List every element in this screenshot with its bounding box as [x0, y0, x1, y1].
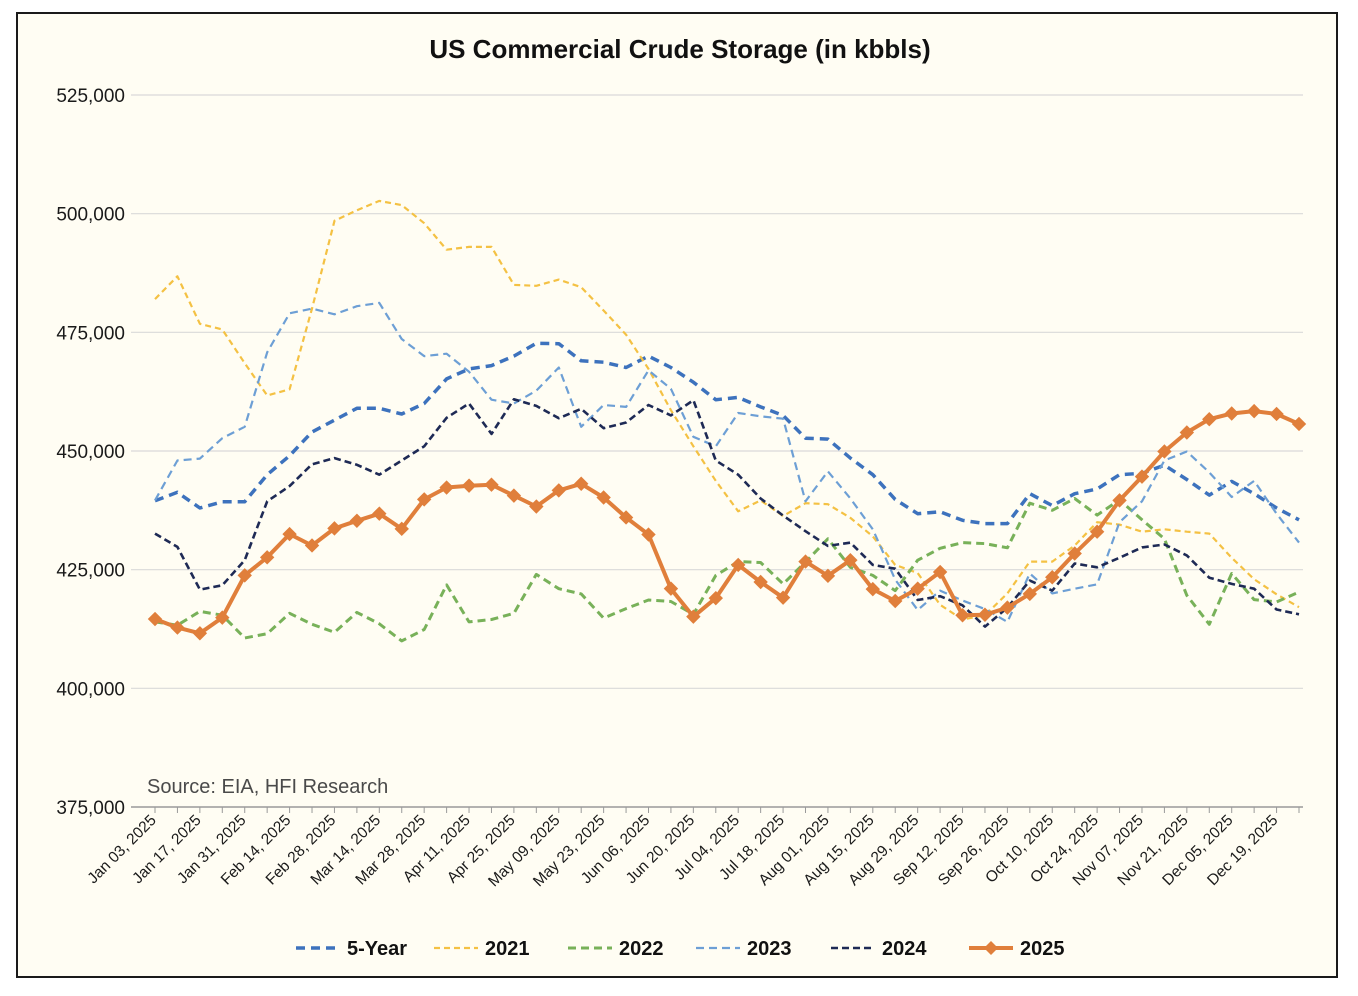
data-point-2025: [192, 626, 208, 641]
data-point-2025: [955, 608, 970, 623]
data-point-2025: [731, 557, 746, 573]
series-line-5-year: [154, 341, 1300, 526]
legend-label-5-year: 5-Year: [347, 938, 407, 960]
data-point-2025: [1179, 425, 1195, 440]
series-line-2025: [154, 409, 1300, 636]
series-line-2022: [154, 497, 1300, 643]
data-point-2025: [618, 510, 634, 525]
data-point-2025: [910, 581, 925, 596]
data-point-2025: [843, 552, 858, 568]
data-point-2025: [170, 620, 185, 635]
y-tick-label: 400,000: [56, 679, 125, 700]
data-point-2025: [506, 488, 522, 503]
chart-svg: 375,000 400,000 425,000 450,000 475,000 500,0…: [56, 34, 1307, 960]
data-point-2025: [888, 593, 903, 609]
legend-label-2024: 2024: [882, 938, 927, 960]
data-point-2025: [573, 476, 589, 491]
data-point-2025: [484, 477, 499, 492]
data-point-2025: [1089, 524, 1105, 539]
data-point-2025: [932, 564, 948, 580]
y-tick-label: 475,000: [56, 323, 125, 344]
data-point-2025: [865, 581, 881, 597]
data-point-2025: [259, 550, 275, 565]
chart-frame: 375,000 400,000 425,000 450,000 475,000 500,0…: [16, 12, 1338, 978]
data-point-2025: [439, 480, 454, 495]
data-point-2025: [663, 581, 679, 596]
data-point-2025: [394, 521, 409, 537]
data-point-2025: [775, 590, 791, 605]
data-point-2025: [1269, 406, 1284, 422]
data-point-2025: [798, 554, 813, 569]
legend-marker-2025: [984, 941, 998, 955]
data-point-2025: [237, 568, 252, 583]
legend-label-2025: 2025: [1020, 938, 1065, 960]
series-layer: [147, 199, 1307, 643]
data-point-2025: [1157, 444, 1172, 459]
data-point-2025: [686, 609, 701, 624]
data-point-2025: [708, 590, 723, 606]
data-point-2025: [596, 490, 611, 505]
data-point-2025: [349, 513, 365, 528]
data-point-2025: [820, 568, 836, 584]
y-tick-label: 500,000: [56, 205, 125, 226]
data-point-2025: [641, 527, 656, 542]
legend: 5-Year 2021 2022 2023 2024 2025: [296, 938, 1065, 960]
legend-label-2022: 2022: [619, 938, 664, 960]
y-tick-label: 375,000: [56, 798, 125, 819]
y-tick-label: 450,000: [56, 442, 125, 463]
chart-title: US Commercial Crude Storage (in kbbls): [429, 34, 930, 64]
data-point-2025: [327, 521, 342, 536]
data-point-2025: [282, 526, 297, 542]
y-tick-label: 525,000: [56, 86, 125, 107]
data-point-2025: [1291, 416, 1307, 432]
legend-label-2021: 2021: [485, 938, 530, 960]
series-line-2021: [154, 199, 1300, 621]
data-point-2025: [529, 499, 544, 514]
y-tick-label: 425,000: [56, 561, 125, 582]
series-line-2024: [154, 397, 1300, 628]
data-point-2025: [977, 607, 993, 622]
data-point-2025: [215, 610, 230, 625]
gridlines: [131, 94, 1303, 808]
data-point-2025: [551, 483, 566, 498]
data-point-2025: [1224, 406, 1239, 421]
data-point-2025: [1022, 586, 1038, 602]
data-point-2025: [1246, 403, 1262, 419]
data-point-2025: [1045, 570, 1060, 585]
data-point-2025: [753, 574, 768, 590]
data-point-2025: [1000, 600, 1015, 615]
data-point-2025: [304, 538, 320, 553]
axes: 375,000 400,000 425,000 450,000 475,000 500,0…: [56, 86, 1300, 890]
source-note: Source: EIA, HFI Research: [147, 776, 388, 798]
legend-label-2023: 2023: [747, 938, 792, 960]
data-point-2025: [147, 611, 163, 627]
data-point-2025: [1134, 469, 1150, 484]
series-line-2023: [154, 301, 1300, 624]
data-point-2025: [1112, 493, 1127, 508]
data-point-2025: [461, 478, 477, 493]
data-point-2025: [372, 506, 387, 521]
data-point-2025: [1202, 411, 1217, 427]
data-point-2025: [1067, 546, 1082, 561]
data-point-2025: [416, 492, 432, 507]
